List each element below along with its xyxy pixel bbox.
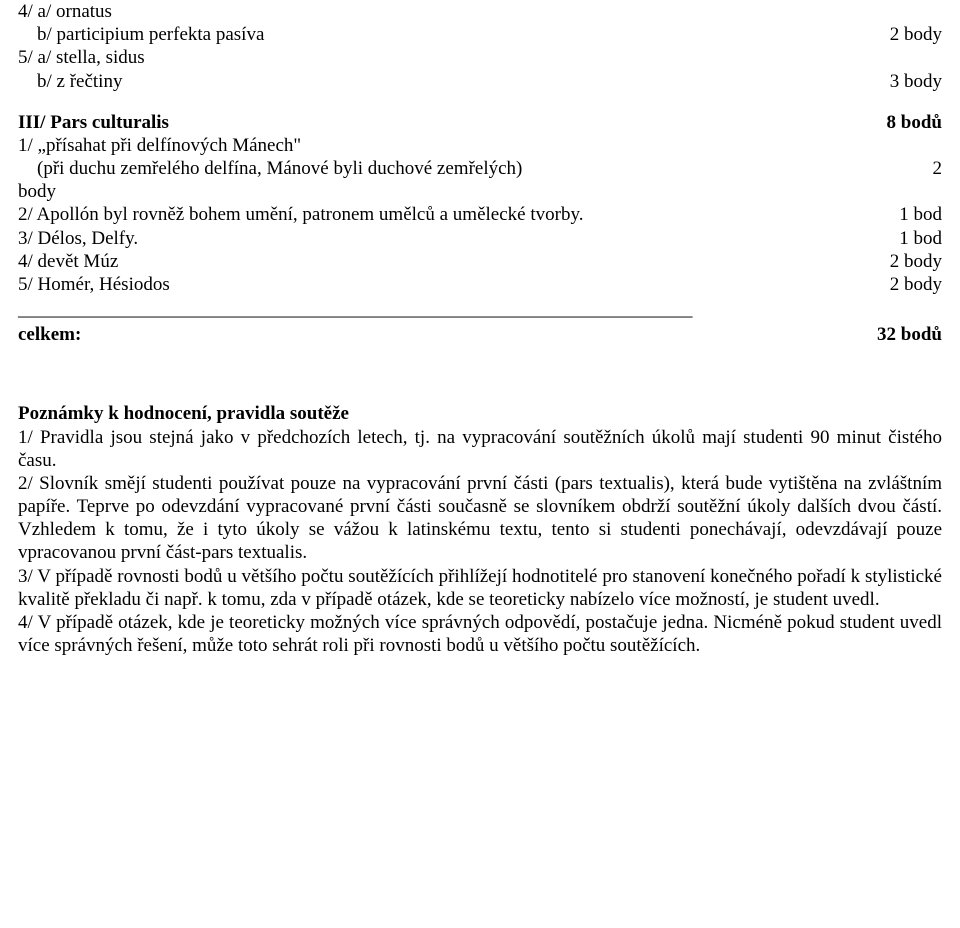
total-points: 32 bodů xyxy=(869,323,942,346)
section-heading-row: III/ Pars culturalis 8 bodů xyxy=(18,111,942,134)
notes-heading: Poznámky k hodnocení, pravidla soutěže xyxy=(18,402,942,425)
text-row: 3/ Délos, Delfy. 1 bod xyxy=(18,227,942,250)
section-heading-left: III/ Pars culturalis xyxy=(18,111,169,134)
text-line: 1/ „přísahat při delfínových Mánech" xyxy=(18,134,942,157)
row-right-points: 1 bod xyxy=(891,227,942,250)
text-row: 4/ devět Múz 2 body xyxy=(18,250,942,273)
row-right-points: 3 body xyxy=(882,70,942,93)
text-row: 2/ Apollón byl rovněž bohem umění, patro… xyxy=(18,203,942,226)
row-right-points: 2 body xyxy=(882,273,942,296)
row-left: b/ participium perfekta pasíva xyxy=(18,23,264,46)
row-left: (při duchu zemřelého delfína, Mánové byl… xyxy=(18,157,522,180)
total-label: celkem: xyxy=(18,323,81,346)
text-row: 5/ Homér, Hésiodos 2 body xyxy=(18,273,942,296)
row-left: b/ z řečtiny xyxy=(18,70,122,93)
paragraph: 3/ V případě rovnosti bodů u většího poč… xyxy=(18,565,942,611)
text-line: 4/ a/ ornatus xyxy=(18,0,942,23)
spacer xyxy=(18,346,942,402)
row-left: 4/ devět Múz xyxy=(18,250,118,273)
paragraph: 1/ Pravidla jsou stejná jako v předchozí… xyxy=(18,426,942,472)
row-left: 3/ Délos, Delfy. xyxy=(18,227,138,250)
text-row: (při duchu zemřelého delfína, Mánové byl… xyxy=(18,157,942,180)
paragraph: 2/ Slovník smějí studenti používat pouze… xyxy=(18,472,942,565)
section-heading-points: 8 bodů xyxy=(879,111,942,134)
row-right-points: 1 bod xyxy=(891,203,942,226)
divider-line: ________________________________________… xyxy=(18,298,942,321)
row-right-points: 2 body xyxy=(882,250,942,273)
text-row: b/ z řečtiny 3 body xyxy=(18,70,942,93)
paragraph: 4/ V případě otázek, kde je teoreticky m… xyxy=(18,611,942,657)
text-line: body xyxy=(18,180,942,203)
text-line: 5/ a/ stella, sidus xyxy=(18,46,942,69)
row-right-points: 2 body xyxy=(882,23,942,46)
text-row: b/ participium perfekta pasíva 2 body xyxy=(18,23,942,46)
total-row: celkem: 32 bodů xyxy=(18,323,942,346)
document-body: 4/ a/ ornatus b/ participium perfekta pa… xyxy=(18,0,942,657)
spacer xyxy=(18,93,942,111)
row-left: 5/ Homér, Hésiodos xyxy=(18,273,170,296)
row-left: 2/ Apollón byl rovněž bohem umění, patro… xyxy=(18,203,583,226)
row-right-points: 2 xyxy=(925,157,943,180)
